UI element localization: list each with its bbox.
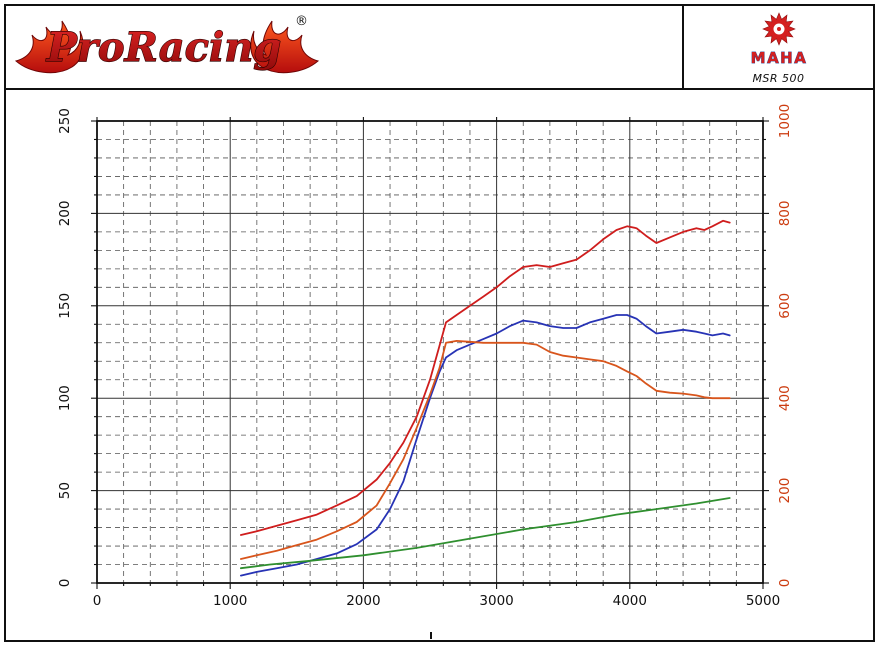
brand-text: ProRacing	[46, 24, 282, 71]
dyno-chart: 0 1000 2000 3000 4000 5000 0 50 100 150 200 250 0 200…	[57, 104, 793, 609]
header: ProRacing ® MAHA MSR 500	[6, 6, 873, 90]
axis-labels: 0 1000 2000 3000 4000 5000 0 50 100 150 200 250 0 200…	[57, 104, 793, 609]
orange-curve	[239, 339, 731, 560]
y-left-tick-label: 150	[57, 293, 73, 319]
green-curve	[239, 497, 731, 570]
y-left-tick-label: 250	[57, 108, 73, 134]
y-right-tick-label: 800	[777, 201, 793, 227]
proracing-logo-svg: ProRacing ®	[14, 14, 320, 74]
y-left-tick-label: 100	[57, 385, 73, 411]
dyno-chart-area: 0 1000 2000 3000 4000 5000 0 50 100 150 200 250 0 200…	[6, 92, 873, 640]
axis-ticks	[91, 117, 769, 589]
x-tick-label: 2000	[346, 593, 380, 609]
proracing-logo: ProRacing ®	[6, 6, 682, 88]
x-tick-label: 5000	[746, 593, 780, 609]
y-right-tick-label: 400	[777, 385, 793, 411]
flame-icon-right	[250, 20, 320, 74]
maha-logo-svg: MAHA	[750, 12, 807, 67]
maha-wordmark: MAHA	[750, 49, 807, 67]
registered-trademark: ®	[295, 14, 308, 29]
y-left-tick-label: 200	[57, 201, 73, 227]
x-tick-label: 3000	[479, 593, 513, 609]
y-right-tick-label: 0	[777, 579, 793, 588]
blue-curve	[239, 314, 731, 577]
grid-major	[97, 121, 763, 583]
red-upper-curve	[239, 219, 731, 536]
maha-logo-area: MAHA MSR 500	[682, 6, 873, 88]
flame-icon-left	[14, 20, 84, 74]
device-model-label: MSR 500	[752, 72, 805, 85]
x-tick-label: 0	[93, 593, 102, 609]
printout-frame: ProRacing ® MAHA MSR 500 0 1000 2000 3000 40…	[4, 4, 875, 642]
y-right-tick-label: 1000	[777, 104, 793, 138]
x-tick-label: 4000	[613, 593, 647, 609]
grid-minor	[97, 121, 763, 583]
y-left-tick-label: 50	[57, 482, 73, 499]
maha-star-icon	[761, 12, 796, 46]
y-right-tick-label: 600	[777, 293, 793, 319]
x-tick-label: 1000	[213, 593, 247, 609]
series-lines	[239, 219, 731, 577]
plot-border	[96, 120, 764, 584]
center-tick-mark	[430, 632, 432, 639]
y-left-tick-label: 0	[57, 579, 73, 588]
y-right-tick-label: 200	[777, 478, 793, 504]
